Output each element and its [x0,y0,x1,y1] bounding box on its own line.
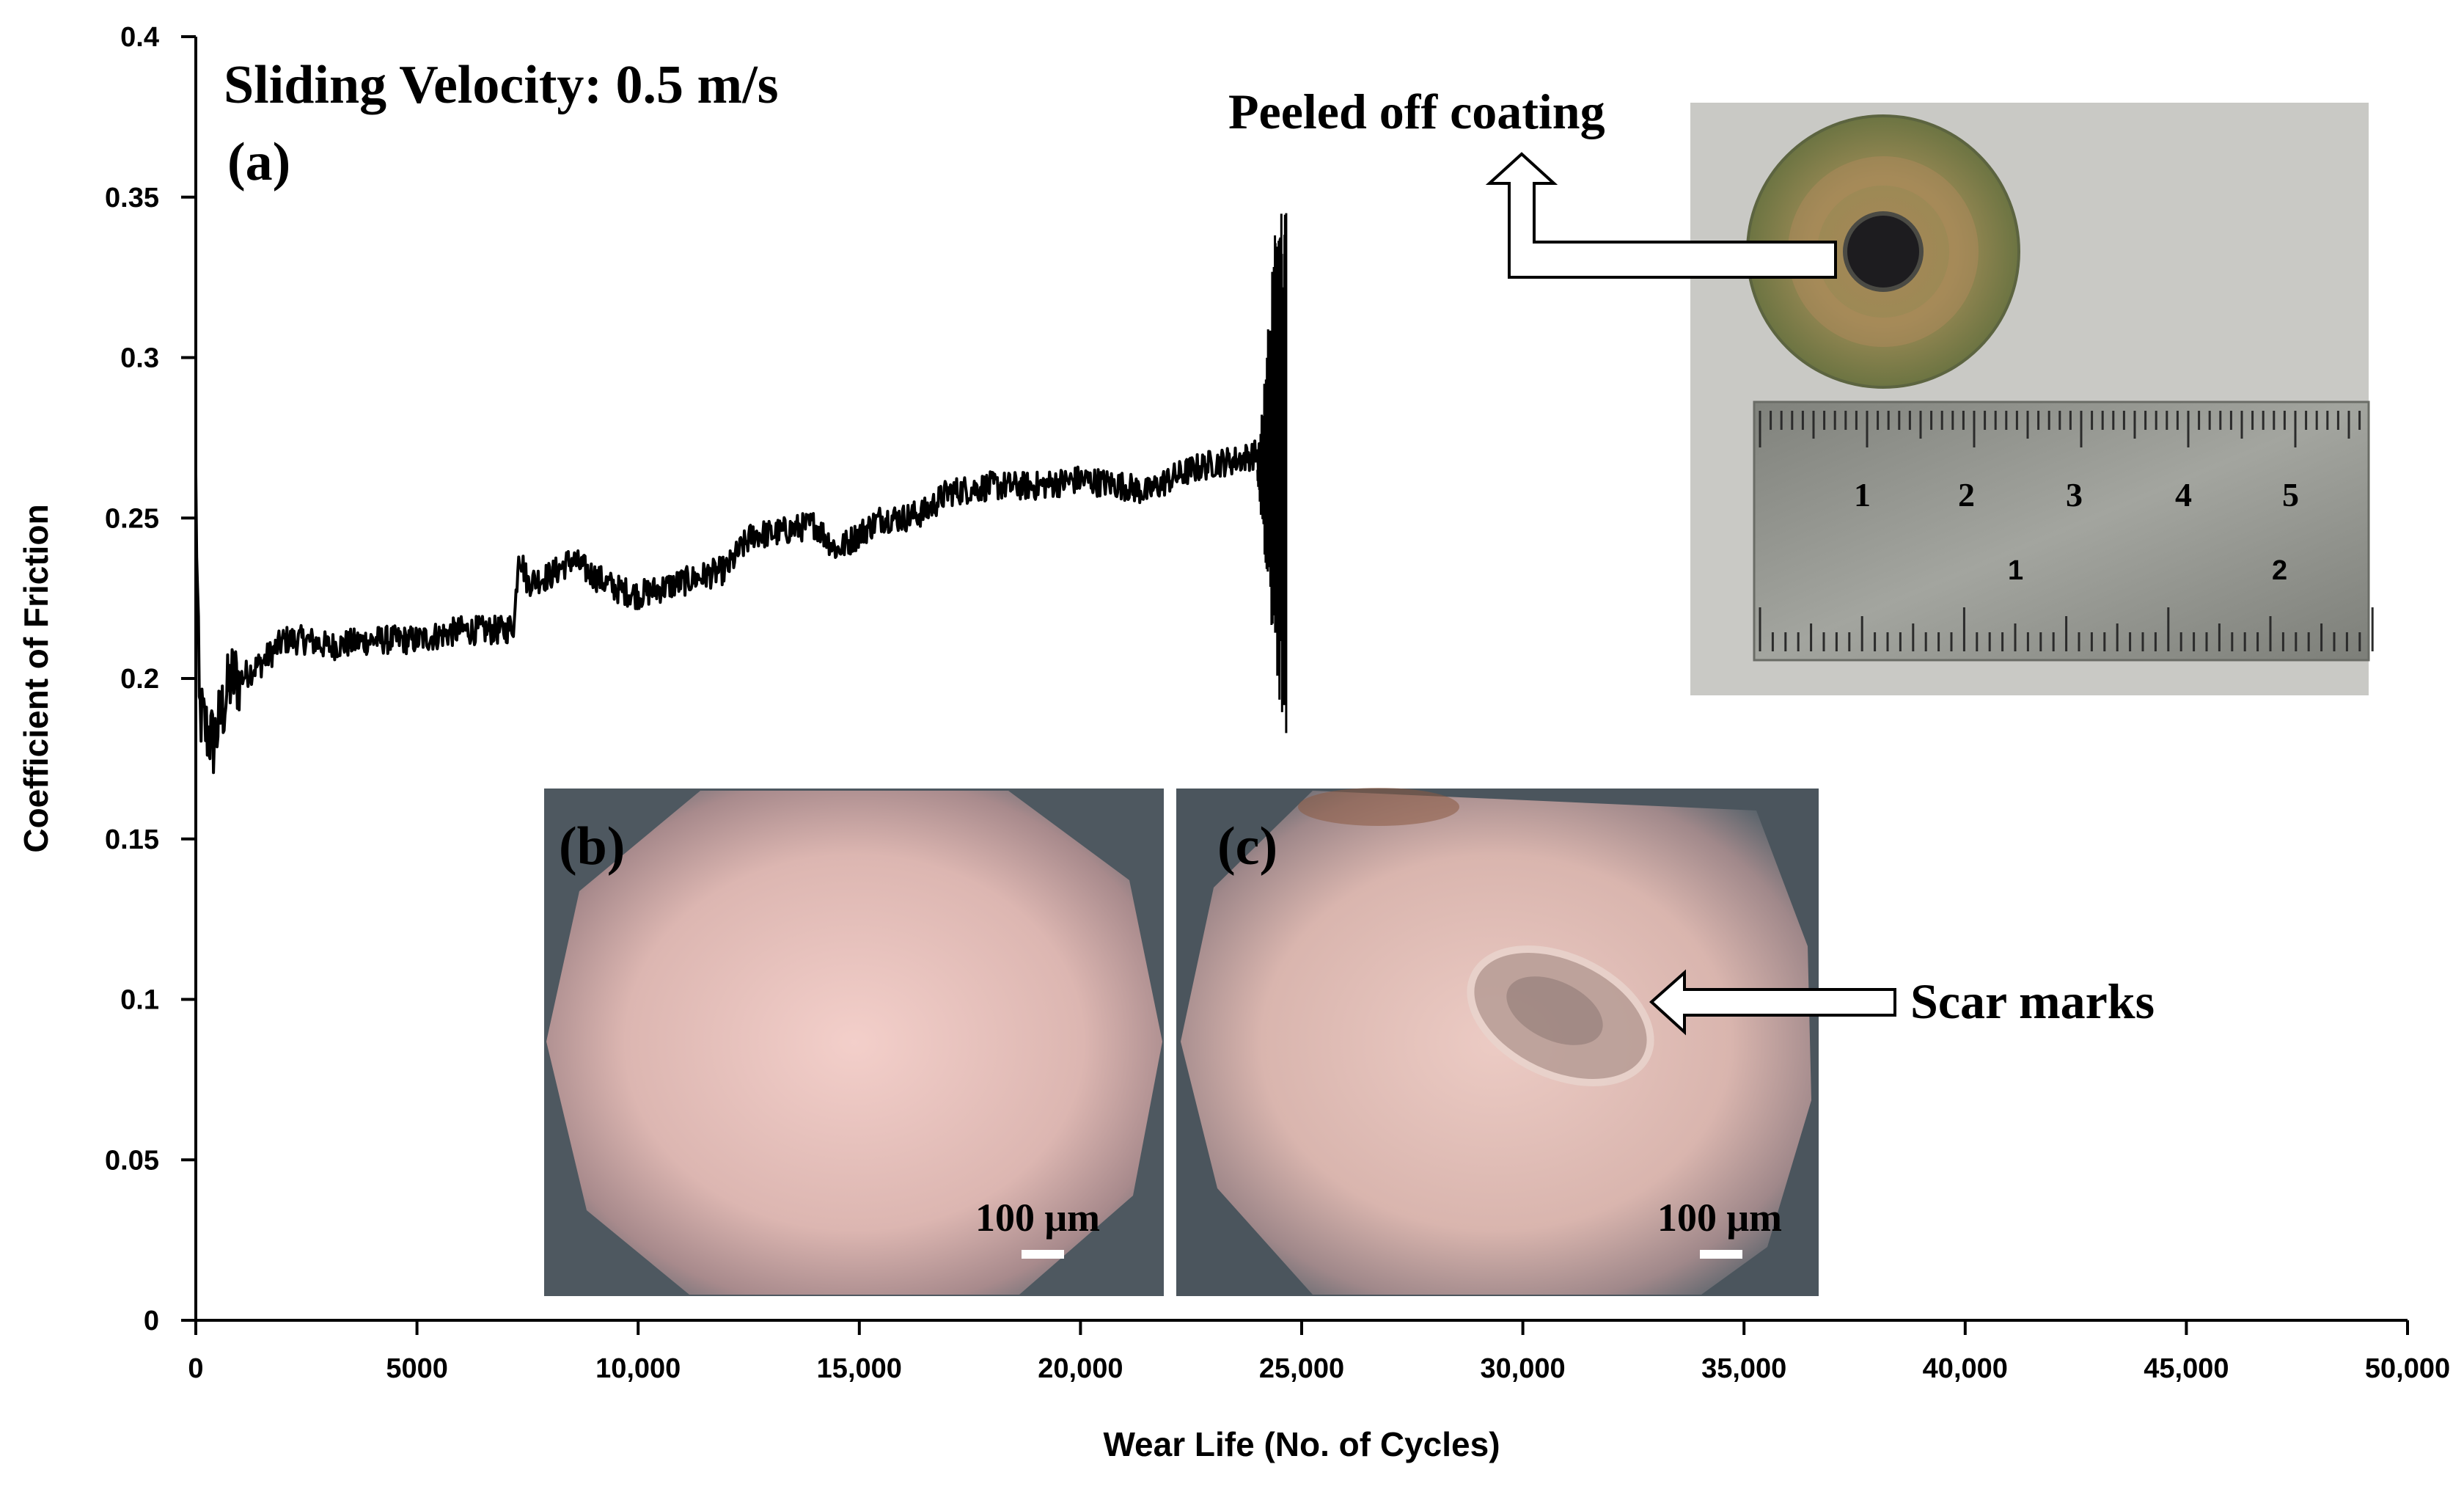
micrograph-b: (b) 100 μm [544,789,1164,1296]
x-tick-label: 5000 [386,1353,448,1384]
y-tick-label: 0.3 [120,343,159,374]
ruler-cm-2: 2 [1958,476,1975,513]
y-tick-label: 0.1 [120,985,159,1016]
ruler-inch-1: 1 [2008,555,2023,586]
y-tick-label: 0.2 [120,664,159,695]
x-tick-label: 15,000 [817,1353,902,1384]
x-tick-label: 35,000 [1701,1353,1786,1384]
steel-ruler [1753,400,2370,662]
disc-hole-rim [1843,211,1924,292]
x-tick-label: 50,000 [2365,1353,2450,1384]
chart-title: Sliding Velocity: 0.5 m/s [224,55,779,115]
x-axis-title: Wear Life (No. of Cycles) [1103,1425,1500,1463]
series-layer [194,213,1288,775]
scar-marks-label: Scar marks [1910,973,2155,1029]
y-tick-label: 0 [144,1306,159,1336]
x-tick-label: 25,000 [1259,1353,1344,1384]
scar-marks-arrow [1649,969,1896,1036]
disc-photo-inset: 1 2 3 4 5 1 2 [1690,103,2374,695]
x-tick-label: 45,000 [2144,1353,2229,1384]
y-axis-title: Coefficient of Friction [17,504,55,852]
micrograph-b-field [546,791,1162,1295]
y-tick-label: 0.35 [105,183,159,213]
inset-c-label: (c) [1217,816,1277,877]
scale-bar-c-label: 100 μm [1657,1196,1782,1240]
ruler-cm-1: 1 [1854,476,1871,513]
wear-scar-core [1506,976,1603,1045]
panel-label-a: (a) [227,132,290,192]
y-tick-label: 0.25 [105,503,159,534]
x-tick-label: 0 [188,1353,203,1384]
x-ticks: 0 5000 10,000 15,000 20,000 25,000 30,000 35,00… [188,1320,2450,1384]
peeled-coating-label: Peeled off coating [1228,84,1605,139]
ruler-inch-2: 2 [2272,555,2287,586]
ruler-cm-5: 5 [2282,476,2299,513]
peeled-coating-arrow [1485,152,1837,279]
failure-oscillation [1256,213,1288,733]
x-tick-label: 30,000 [1480,1353,1565,1384]
ruler-ticks [1759,411,2374,651]
y-tick-label: 0.15 [105,824,159,855]
disc-peeled-hole [1845,213,1921,290]
series-line-cof [194,439,1286,775]
scale-bar-b [1022,1250,1064,1259]
inset-b-label: (b) [559,816,625,877]
ruler-cm-4: 4 [2175,476,2192,513]
scale-bar-c [1700,1250,1742,1259]
y-ticks: 0 0.05 0.1 0.15 0.2 0.25 0.3 0.35 0.4 [105,22,196,1336]
micrograph-c: (c) 100 μm [1176,788,1819,1296]
brown-stain [1298,788,1459,826]
y-tick-label: 0.4 [120,22,159,53]
scale-bar-b-label: 100 μm [975,1196,1100,1240]
x-tick-label: 20,000 [1038,1353,1123,1384]
ruler-cm-3: 3 [2066,476,2083,513]
x-tick-label: 40,000 [1923,1353,2008,1384]
y-tick-label: 0.05 [105,1145,159,1176]
x-tick-label: 10,000 [595,1353,681,1384]
